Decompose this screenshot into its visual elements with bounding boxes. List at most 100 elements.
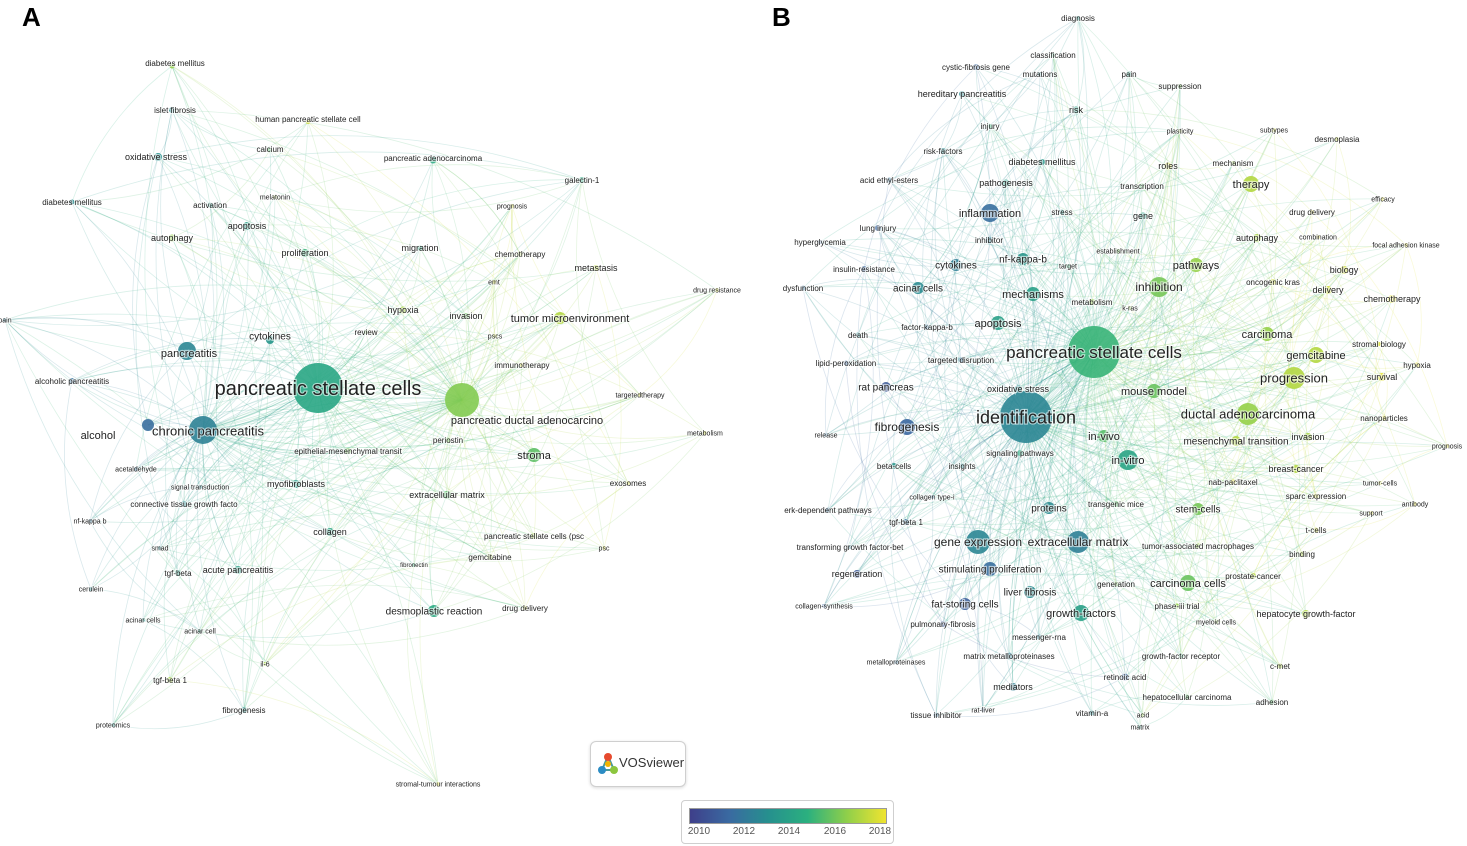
node-inhibitor[interactable]: [985, 236, 993, 244]
node-ductal-adenocarcinoma[interactable]: [1237, 403, 1259, 425]
node-tgf-beta-1[interactable]: [903, 519, 909, 525]
node-tumor-cells[interactable]: [1378, 481, 1382, 485]
node-emt[interactable]: [492, 280, 496, 284]
node-generation[interactable]: [1113, 581, 1119, 587]
node-nf-kappa-b[interactable]: [88, 519, 92, 523]
node-exosomes[interactable]: [626, 481, 630, 485]
node-tgf-beta-1[interactable]: [167, 677, 173, 683]
node-acute-pancreatitis[interactable]: [234, 566, 242, 574]
node-alcohol[interactable]: [142, 419, 154, 431]
node-nf-kappa-b[interactable]: [1017, 253, 1029, 265]
node-cerulein[interactable]: [89, 587, 93, 591]
node-drug-resistance[interactable]: [715, 288, 719, 292]
node-risk-factors[interactable]: [940, 148, 946, 154]
node-binding[interactable]: [1299, 551, 1305, 557]
node-proteins[interactable]: [1043, 502, 1055, 514]
node-prognosis[interactable]: [1445, 444, 1449, 448]
node-epithelial-mesenchymal-transit[interactable]: [345, 448, 351, 454]
node-calcium[interactable]: [267, 147, 273, 153]
node-sparc-expression[interactable]: [1313, 493, 1319, 499]
node-prostate-cancer[interactable]: [1250, 573, 1256, 579]
node-mouse-model[interactable]: [1147, 384, 1161, 398]
node-tumor-microenvironment[interactable]: [554, 312, 566, 324]
node-fibrogenesis[interactable]: [241, 707, 247, 713]
node-c-met[interactable]: [1277, 663, 1283, 669]
node-vitamin-a[interactable]: [1089, 710, 1095, 716]
node-factor-kappa-b[interactable]: [924, 324, 930, 330]
node-establishment[interactable]: [1116, 249, 1120, 253]
node-transcription[interactable]: [1139, 183, 1145, 189]
node-diabetes-mellitus[interactable]: [69, 199, 75, 205]
node-adhesion[interactable]: [1269, 699, 1275, 705]
node-antibody[interactable]: [1413, 502, 1417, 506]
node-pancreatic-stellate-cells[interactable]: [1068, 326, 1120, 378]
node-apoptosis[interactable]: [991, 316, 1005, 330]
node-stimulating-proliferation[interactable]: [983, 562, 997, 576]
node-in-vitro[interactable]: [1118, 450, 1138, 470]
node-targeted-disruption[interactable]: [958, 357, 964, 363]
node-suppression[interactable]: [1178, 84, 1182, 88]
node-nanoparticles[interactable]: [1381, 415, 1387, 421]
node-classification[interactable]: [1051, 53, 1055, 57]
node-t-cells[interactable]: [1313, 527, 1319, 533]
node-smad[interactable]: [158, 546, 162, 550]
node-insulin-resistance[interactable]: [861, 266, 867, 272]
node-combination[interactable]: [1316, 235, 1320, 239]
node-hyperglycemia[interactable]: [818, 240, 822, 244]
node-myofibroblasts[interactable]: [292, 480, 300, 488]
node-oxidative-stress[interactable]: [1014, 385, 1022, 393]
node-beta-cells[interactable]: [891, 463, 897, 469]
node-growth-factor-receptor[interactable]: [1178, 653, 1184, 659]
node-drug-delivery[interactable]: [1310, 210, 1314, 214]
node-metabolism[interactable]: [1089, 299, 1095, 305]
node-fibronectin[interactable]: [412, 563, 416, 567]
node-acid-ethyl-esters[interactable]: [886, 177, 892, 183]
node-retinoic-acid[interactable]: [1121, 673, 1129, 681]
node-alcoholic-pancreatitis[interactable]: [69, 378, 75, 384]
node-tgf-beta[interactable]: [175, 570, 181, 576]
node-hepatocyte-growth-factor[interactable]: [1302, 610, 1310, 618]
node-autophagy[interactable]: [168, 234, 176, 242]
node-carcinoma[interactable]: [1260, 327, 1274, 341]
node-focal-adhesion-kinase[interactable]: [1404, 243, 1408, 247]
node-progression[interactable]: [1283, 367, 1305, 389]
node-collagen-type-i[interactable]: [930, 495, 934, 499]
node-cytokines[interactable]: [950, 259, 962, 271]
node-therapy[interactable]: [1243, 176, 1259, 192]
node-migration[interactable]: [417, 245, 423, 251]
node-chemotherapy[interactable]: [1388, 295, 1396, 303]
node-plasticity[interactable]: [1178, 129, 1182, 133]
node-rat-pancreas[interactable]: [881, 382, 891, 392]
node-insights[interactable]: [959, 463, 965, 469]
node-tissue-inhibitor[interactable]: [933, 712, 939, 718]
node-prognosis[interactable]: [510, 204, 514, 208]
node-signaling-pathways[interactable]: [1017, 450, 1023, 456]
node-desmoplastic-reaction[interactable]: [428, 605, 440, 617]
node-myeloid-cells[interactable]: [1214, 620, 1218, 624]
node-diagnosis[interactable]: [1076, 16, 1080, 20]
node-stroma[interactable]: [527, 448, 541, 462]
node-biology[interactable]: [1340, 266, 1348, 274]
node-targetedtherapy[interactable]: [638, 393, 642, 397]
node-breast-cancer[interactable]: [1292, 465, 1300, 473]
node-extracellular-matrix[interactable]: [443, 491, 451, 499]
node-melatonin[interactable]: [273, 195, 277, 199]
node-review[interactable]: [364, 330, 368, 334]
node-gene[interactable]: [1139, 212, 1147, 220]
node-hepatocellular-carcinoma[interactable]: [1184, 694, 1190, 700]
node-human-pancreatic-stellate-cell[interactable]: [306, 120, 310, 124]
node-acinar-cells[interactable]: [141, 618, 145, 622]
node-gemcitabine[interactable]: [1308, 347, 1324, 363]
node-transforming-growth-factor-bet[interactable]: [848, 545, 852, 549]
node-mechanism[interactable]: [1231, 161, 1235, 165]
node-pain[interactable]: [3, 318, 7, 322]
node-stromal-biology[interactable]: [1377, 342, 1381, 346]
node-carcinoma-cells[interactable]: [1180, 575, 1196, 591]
node-rat-liver[interactable]: [981, 708, 985, 712]
node-pancreatic-ductal-adenocarcino[interactable]: [445, 383, 479, 417]
node-fat-storing-cells[interactable]: [959, 598, 971, 610]
node-k-ras[interactable]: [1128, 306, 1132, 310]
node-acetaldehyde[interactable]: [134, 467, 138, 471]
node-desmoplasia[interactable]: [1335, 137, 1339, 141]
node-drug-delivery[interactable]: [523, 606, 527, 610]
